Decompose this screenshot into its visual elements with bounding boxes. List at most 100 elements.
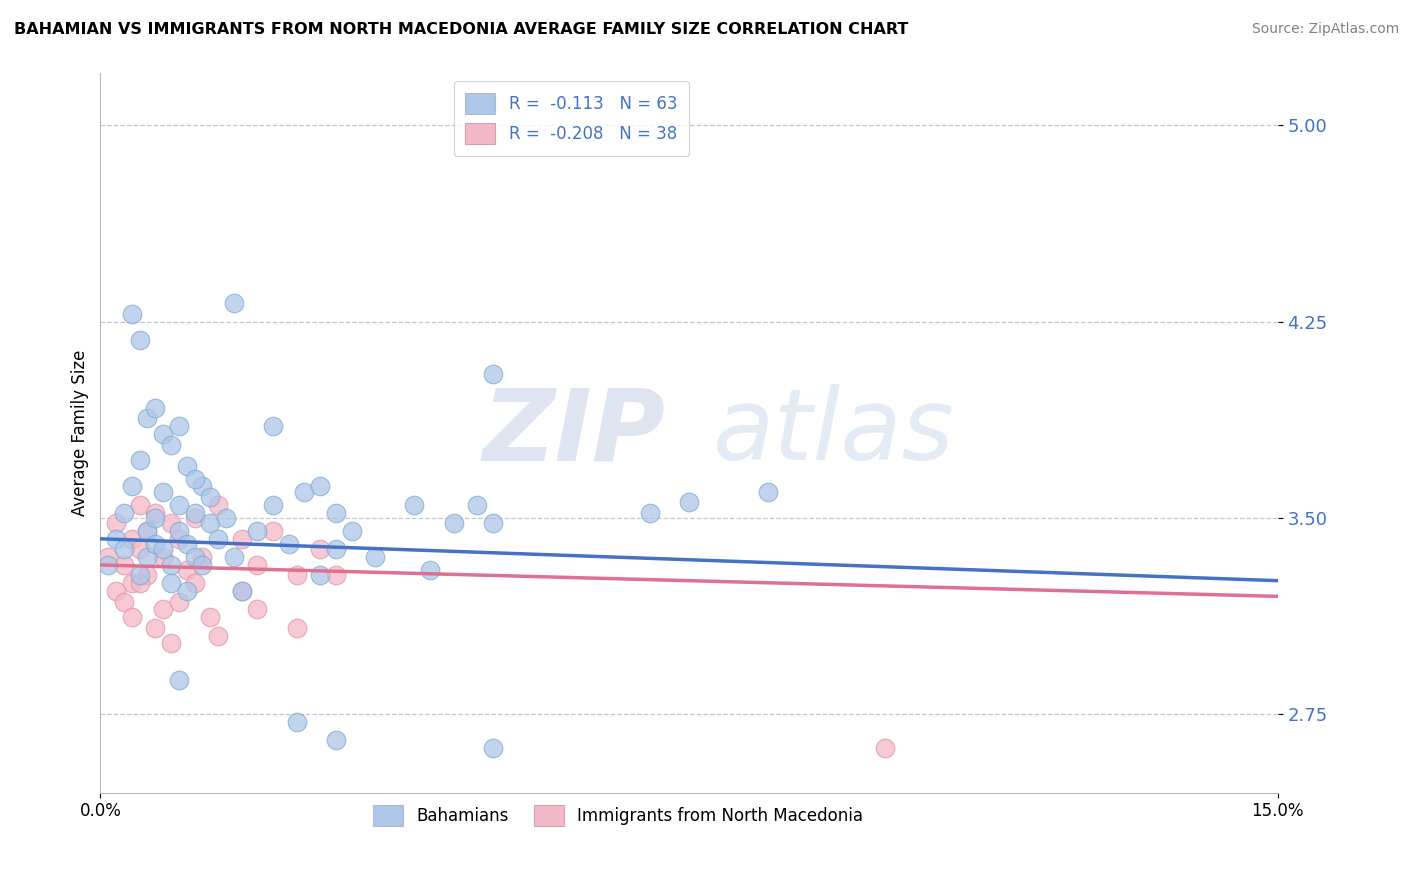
Point bbox=[160, 516, 183, 530]
Point bbox=[143, 537, 166, 551]
Point bbox=[638, 506, 661, 520]
Point bbox=[152, 484, 174, 499]
Y-axis label: Average Family Size: Average Family Size bbox=[72, 350, 89, 516]
Point bbox=[143, 511, 166, 525]
Text: Source: ZipAtlas.com: Source: ZipAtlas.com bbox=[1251, 22, 1399, 37]
Point bbox=[285, 568, 308, 582]
Point bbox=[136, 550, 159, 565]
Point bbox=[112, 542, 135, 557]
Point bbox=[136, 524, 159, 538]
Point bbox=[143, 401, 166, 415]
Point bbox=[143, 506, 166, 520]
Point bbox=[262, 498, 284, 512]
Point bbox=[160, 576, 183, 591]
Point bbox=[136, 524, 159, 538]
Text: atlas: atlas bbox=[713, 384, 955, 482]
Point bbox=[121, 576, 143, 591]
Point bbox=[207, 532, 229, 546]
Point bbox=[419, 563, 441, 577]
Point bbox=[465, 498, 488, 512]
Point bbox=[200, 516, 222, 530]
Point bbox=[160, 558, 183, 572]
Point bbox=[364, 550, 387, 565]
Point bbox=[285, 714, 308, 729]
Point bbox=[183, 576, 205, 591]
Point bbox=[756, 484, 779, 499]
Point bbox=[404, 498, 426, 512]
Point bbox=[167, 673, 190, 687]
Point bbox=[128, 498, 150, 512]
Point bbox=[183, 511, 205, 525]
Point bbox=[482, 367, 505, 381]
Point bbox=[105, 516, 128, 530]
Point bbox=[136, 568, 159, 582]
Point bbox=[167, 419, 190, 434]
Point bbox=[112, 594, 135, 608]
Point bbox=[128, 568, 150, 582]
Point bbox=[167, 532, 190, 546]
Point bbox=[678, 495, 700, 509]
Point bbox=[176, 563, 198, 577]
Point bbox=[309, 479, 332, 493]
Point bbox=[97, 550, 120, 565]
Point bbox=[128, 542, 150, 557]
Point bbox=[167, 524, 190, 538]
Point bbox=[325, 568, 347, 582]
Point bbox=[246, 602, 269, 616]
Point bbox=[309, 542, 332, 557]
Point bbox=[152, 427, 174, 442]
Point bbox=[482, 741, 505, 756]
Point bbox=[143, 621, 166, 635]
Point bbox=[325, 506, 347, 520]
Point bbox=[121, 610, 143, 624]
Point bbox=[183, 472, 205, 486]
Point bbox=[482, 516, 505, 530]
Point bbox=[215, 511, 238, 525]
Point bbox=[112, 506, 135, 520]
Point bbox=[294, 484, 316, 499]
Point bbox=[128, 576, 150, 591]
Point bbox=[200, 610, 222, 624]
Point bbox=[231, 584, 253, 599]
Text: BAHAMIAN VS IMMIGRANTS FROM NORTH MACEDONIA AVERAGE FAMILY SIZE CORRELATION CHAR: BAHAMIAN VS IMMIGRANTS FROM NORTH MACEDO… bbox=[14, 22, 908, 37]
Point bbox=[262, 524, 284, 538]
Point bbox=[136, 411, 159, 425]
Point bbox=[443, 516, 465, 530]
Point bbox=[222, 550, 245, 565]
Point bbox=[167, 594, 190, 608]
Point bbox=[97, 558, 120, 572]
Point bbox=[152, 542, 174, 557]
Point bbox=[183, 550, 205, 565]
Point bbox=[105, 584, 128, 599]
Point bbox=[200, 490, 222, 504]
Point bbox=[121, 307, 143, 321]
Point bbox=[183, 506, 205, 520]
Point bbox=[167, 498, 190, 512]
Point bbox=[191, 558, 214, 572]
Point bbox=[176, 537, 198, 551]
Point bbox=[875, 741, 897, 756]
Point bbox=[325, 733, 347, 747]
Point bbox=[160, 437, 183, 451]
Point bbox=[262, 419, 284, 434]
Point bbox=[246, 558, 269, 572]
Point bbox=[112, 558, 135, 572]
Point bbox=[285, 621, 308, 635]
Legend: Bahamians, Immigrants from North Macedonia: Bahamians, Immigrants from North Macedon… bbox=[366, 797, 872, 835]
Point bbox=[152, 550, 174, 565]
Point bbox=[121, 479, 143, 493]
Point bbox=[128, 333, 150, 347]
Point bbox=[128, 453, 150, 467]
Point bbox=[207, 629, 229, 643]
Point bbox=[231, 532, 253, 546]
Point bbox=[191, 479, 214, 493]
Point bbox=[207, 498, 229, 512]
Point bbox=[191, 550, 214, 565]
Point bbox=[176, 458, 198, 473]
Point bbox=[222, 296, 245, 310]
Point bbox=[277, 537, 299, 551]
Point bbox=[152, 602, 174, 616]
Point bbox=[105, 532, 128, 546]
Point bbox=[325, 542, 347, 557]
Point bbox=[176, 584, 198, 599]
